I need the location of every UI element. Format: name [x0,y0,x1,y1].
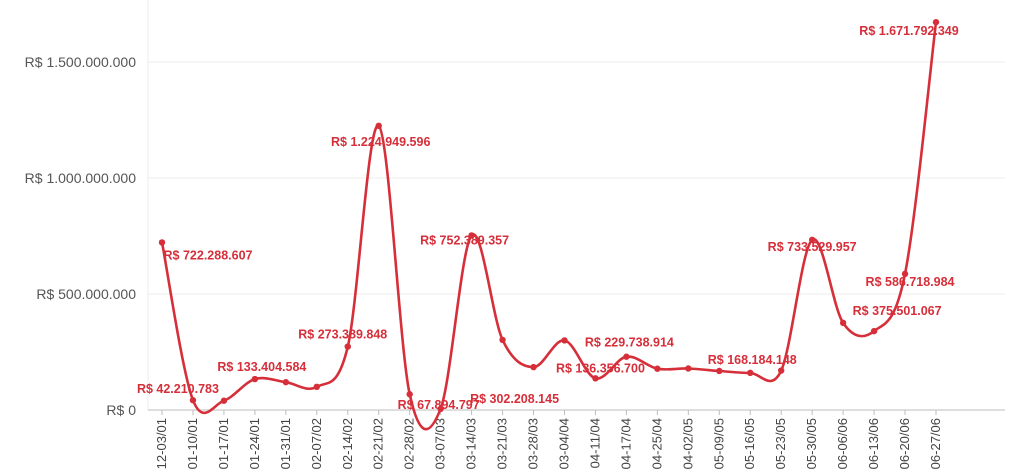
x-tick-label: 03-21/03 [495,418,510,469]
x-tick-label: 01-24/01 [247,418,262,469]
data-point [468,232,475,239]
x-tick-label: 06-27/06 [928,418,943,469]
data-point [406,391,413,398]
data-point [220,397,228,404]
data-point [592,375,599,382]
y-tick-label: R$ 0 [106,402,136,418]
data-label: R$ 273.389.848 [298,328,387,342]
x-tick-label: 02-21/02 [371,418,386,469]
x-tick-label: 06-06/06 [835,418,850,469]
data-point [158,239,166,246]
data-label: R$ 375.501.067 [853,304,942,318]
x-tick-label: 01-17/01 [216,418,231,469]
data-point [561,337,568,344]
x-tick-label: 03-28/03 [526,418,541,469]
data-point [901,270,909,278]
x-tick-label: 01-10/01 [185,418,200,469]
data-point [685,365,692,372]
data-point [189,397,197,404]
x-tick-label: 06-13/06 [866,418,881,469]
data-point [747,369,754,377]
data-point [932,18,940,26]
data-point [344,343,351,350]
data-point [654,365,661,372]
data-label: R$ 168.184.148 [708,353,797,367]
data-label: R$ 1.224.949.596 [331,135,430,149]
x-tick-label: 05-23/05 [773,418,788,469]
x-tick-label: 02-07/02 [309,418,324,469]
x-tick-label: 05-30/05 [804,418,819,469]
data-label: R$ 733.529.957 [768,240,857,254]
data-label: R$ 752.389.357 [420,233,509,247]
x-tick-label: 04-02/05 [680,418,695,469]
data-label: R$ 302.208.145 [470,392,559,406]
data-point [282,378,290,386]
x-tick-label: 04-25/04 [649,418,664,469]
data-label: R$ 133.404.584 [217,360,306,374]
data-point [870,327,878,335]
y-tick-label: R$ 500.000.000 [36,286,136,302]
data-label: R$ 1.671.792.349 [859,24,958,38]
x-tick-label: 02-28/02 [402,418,417,469]
x-tick-label: 03-04/04 [556,418,571,469]
data-label: R$ 229.738.914 [585,336,674,350]
x-tick-label: 02-14/02 [340,418,355,469]
x-tick-label: 05-09/05 [711,418,726,469]
y-tick-label: R$ 1.000.000.000 [25,170,137,186]
data-label: R$ 67.894.797 [398,398,480,412]
data-label: R$ 722.288.607 [164,248,253,262]
data-point [808,236,816,244]
x-tick-label: 03-14/03 [464,418,479,469]
data-point [839,319,847,327]
x-tick-label: 03-07/03 [433,418,448,469]
data-point [778,367,785,374]
data-label: R$ 136.356.700 [556,361,645,375]
data-point [313,383,320,390]
data-point [437,405,444,413]
x-tick-label: 06-20/06 [897,418,912,469]
data-point [623,353,630,360]
data-label: R$ 586.718.984 [866,275,955,289]
x-tick-label: 01-31/01 [278,418,293,469]
data-point [530,363,537,371]
data-point [375,122,382,130]
x-tick-label: 04-17/04 [618,418,633,469]
data-point [499,336,506,344]
x-tick-label: 05-16/05 [742,418,757,469]
x-tick-label: 12-03/01 [154,418,169,469]
data-point [251,375,259,383]
data-point [716,367,723,375]
y-tick-label: R$ 1.500.000.000 [25,54,137,70]
x-tick-label: 04-11/04 [587,418,602,468]
data-label: R$ 42.210.783 [137,382,219,396]
